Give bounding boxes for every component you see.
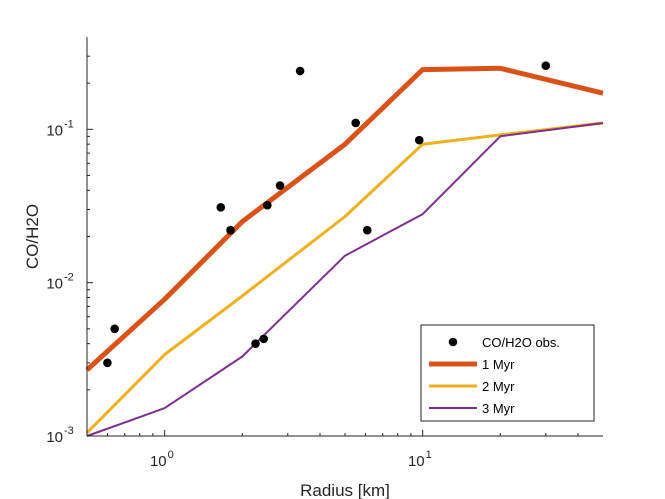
- x-tick-label-exponent: 1: [426, 449, 432, 461]
- legend: CO/H2O obs. 1 Myr 2 Myr 3 Myr: [420, 324, 595, 422]
- observation-point: [226, 225, 235, 235]
- y-tick-label-exponent: -3: [64, 425, 74, 437]
- series-line-1-myr: [85, 65, 604, 372]
- y-tick-label-base: 10: [46, 429, 63, 446]
- observation-point: [414, 135, 424, 145]
- y-tick-label-base: 10: [46, 276, 63, 293]
- observation-point: [110, 324, 119, 334]
- observation-point: [263, 200, 272, 210]
- observation-point: [541, 61, 551, 70]
- observation-point: [251, 339, 260, 348]
- y-axis-title: CO/H2O: [23, 204, 42, 269]
- series-line-2-myr: [85, 121, 604, 434]
- x-tick-label-exponent: 0: [168, 449, 174, 461]
- legend-label-3-myr: 3 Myr: [482, 401, 515, 416]
- legend-label-2-myr: 2 Myr: [482, 379, 515, 394]
- observation-point: [351, 118, 360, 128]
- observation-points: [103, 61, 551, 368]
- observation-point: [275, 181, 285, 190]
- y-tick-label-exponent: -2: [64, 272, 74, 284]
- y-tick-label-exponent: -1: [64, 118, 74, 130]
- series-line-3-myr: [86, 122, 604, 437]
- y-tick-label-base: 10: [46, 122, 63, 139]
- x-tick-label-base: 10: [408, 453, 425, 470]
- observation-point: [216, 203, 226, 212]
- series-layer: [85, 65, 604, 437]
- observation-point: [362, 225, 372, 235]
- observation-point: [259, 334, 268, 344]
- x-tick-label-base: 10: [150, 453, 167, 470]
- x-axis-title: Radius [km]: [300, 481, 390, 499]
- observation-point: [103, 358, 112, 368]
- legend-label-observations: CO/H2O obs.: [482, 335, 560, 350]
- legend-label-1-myr: 1 Myr: [482, 357, 515, 372]
- observation-point: [295, 66, 305, 76]
- legend-marker-observations: [448, 337, 458, 347]
